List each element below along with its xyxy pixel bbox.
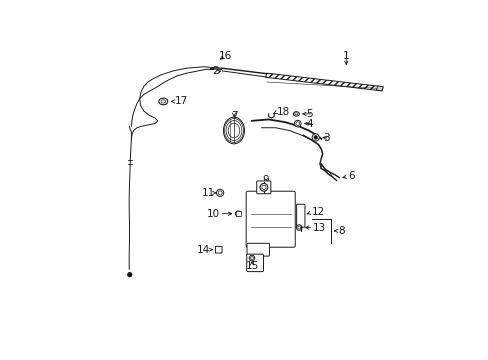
Ellipse shape bbox=[159, 98, 167, 105]
Text: 3: 3 bbox=[323, 133, 329, 143]
Circle shape bbox=[218, 191, 222, 195]
Text: 10: 10 bbox=[206, 209, 219, 219]
Circle shape bbox=[296, 225, 301, 230]
Ellipse shape bbox=[293, 112, 299, 116]
Text: 4: 4 bbox=[306, 118, 313, 129]
Text: 8: 8 bbox=[337, 226, 344, 236]
Text: 5: 5 bbox=[306, 109, 313, 119]
FancyBboxPatch shape bbox=[215, 246, 222, 253]
Ellipse shape bbox=[223, 117, 244, 144]
FancyBboxPatch shape bbox=[296, 204, 305, 227]
Circle shape bbox=[295, 122, 299, 125]
Circle shape bbox=[260, 184, 267, 191]
Ellipse shape bbox=[161, 100, 165, 103]
FancyBboxPatch shape bbox=[256, 181, 270, 194]
Circle shape bbox=[297, 226, 300, 229]
Circle shape bbox=[250, 257, 253, 260]
Text: 12: 12 bbox=[311, 207, 324, 217]
FancyBboxPatch shape bbox=[235, 211, 240, 216]
Text: 11: 11 bbox=[201, 188, 214, 198]
Text: 2: 2 bbox=[212, 67, 219, 76]
FancyBboxPatch shape bbox=[245, 191, 295, 247]
Text: 14: 14 bbox=[196, 245, 209, 255]
Circle shape bbox=[127, 273, 131, 276]
Circle shape bbox=[311, 134, 319, 141]
Text: 9: 9 bbox=[262, 175, 268, 185]
Text: 6: 6 bbox=[347, 171, 354, 181]
Text: 1: 1 bbox=[342, 51, 349, 61]
Text: 7: 7 bbox=[230, 111, 237, 121]
Text: 15: 15 bbox=[245, 261, 258, 271]
Ellipse shape bbox=[294, 113, 297, 115]
Text: 13: 13 bbox=[313, 222, 326, 233]
Circle shape bbox=[249, 255, 254, 261]
FancyBboxPatch shape bbox=[246, 243, 269, 256]
Circle shape bbox=[294, 120, 301, 127]
Circle shape bbox=[313, 136, 317, 139]
Text: 17: 17 bbox=[175, 96, 188, 107]
FancyBboxPatch shape bbox=[246, 254, 263, 271]
Circle shape bbox=[235, 211, 241, 216]
Polygon shape bbox=[376, 86, 382, 91]
Text: 18: 18 bbox=[276, 107, 289, 117]
Text: 16: 16 bbox=[219, 51, 232, 61]
Circle shape bbox=[261, 185, 265, 189]
Polygon shape bbox=[265, 73, 382, 91]
Circle shape bbox=[216, 189, 224, 197]
